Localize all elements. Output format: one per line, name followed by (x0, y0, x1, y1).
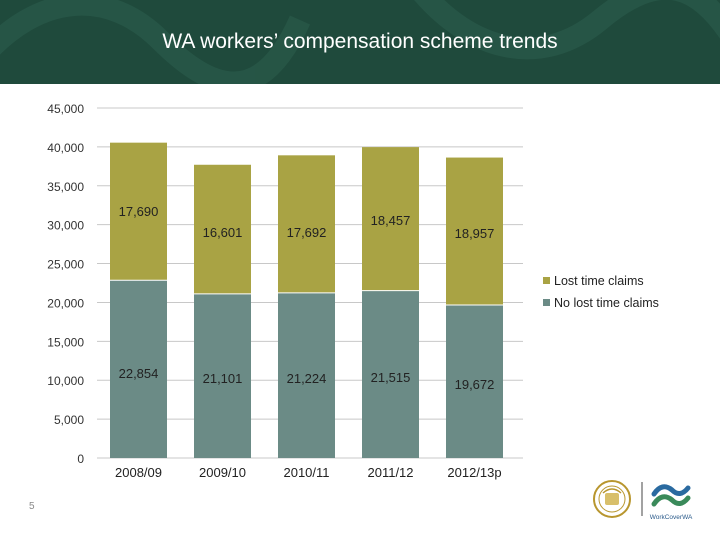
bar-no-lost-time (278, 292, 335, 458)
bar-lost-time (194, 164, 251, 294)
bar-no-lost-time (194, 293, 251, 458)
data-label-no-lost-time: 21,101 (203, 371, 243, 386)
stacked-bar-chart: 0 5,000 10,000 15,000 20,000 25,000 30,000 35,0… (47, 102, 659, 480)
data-label-no-lost-time: 22,854 (119, 366, 159, 381)
y-tick-label: 10,000 (47, 374, 84, 388)
workcover-logo-icon: WorkCoverWA (650, 484, 693, 521)
slide-header: WA workers’ compensation scheme trends (0, 0, 720, 84)
bar-lost-time (278, 155, 335, 293)
data-label-lost-time: 17,690 (119, 204, 159, 219)
data-label-no-lost-time: 21,224 (287, 371, 327, 386)
bar-lost-time (110, 142, 167, 281)
slide-title: WA workers’ compensation scheme trends (162, 30, 558, 53)
data-label-lost-time: 17,692 (287, 225, 327, 240)
y-tick-label: 15,000 (47, 335, 84, 349)
y-tick-label: 20,000 (47, 296, 84, 310)
bar-lost-time (446, 157, 503, 305)
legend-swatch (543, 299, 550, 306)
logos: WorkCoverWA (593, 480, 693, 521)
y-tick-label: 5,000 (54, 413, 84, 427)
government-crest-icon (593, 480, 631, 518)
data-label-no-lost-time: 21,515 (371, 370, 411, 385)
x-tick-label: 2008/09 (115, 465, 162, 480)
y-tick-label: 40,000 (47, 141, 84, 155)
y-tick-label: 35,000 (47, 180, 84, 194)
bar-no-lost-time (362, 290, 419, 458)
svg-text:WorkCoverWA: WorkCoverWA (650, 514, 693, 521)
bar-no-lost-time (110, 280, 167, 458)
x-tick-label: 2011/12 (367, 465, 413, 480)
bar-no-lost-time (446, 304, 503, 458)
x-tick-label: 2009/10 (199, 465, 246, 480)
legend-label: No lost time claims (554, 296, 659, 310)
x-tick-label: 2012/13p (447, 465, 501, 480)
data-label-lost-time: 16,601 (203, 225, 243, 240)
bar-lost-time (362, 147, 419, 291)
y-tick-label: 30,000 (47, 219, 84, 233)
legend-label: Lost time claims (554, 274, 644, 288)
swirl-decoration-icon (0, 0, 720, 84)
data-label-lost-time: 18,457 (371, 213, 411, 228)
y-tick-label: 0 (77, 452, 84, 466)
y-tick-label: 45,000 (47, 102, 84, 116)
data-label-lost-time: 18,957 (455, 226, 495, 241)
x-tick-label: 2010/11 (283, 465, 329, 480)
page-number: 5 (29, 501, 35, 512)
y-tick-label: 25,000 (47, 258, 84, 272)
data-label-no-lost-time: 19,672 (455, 377, 495, 392)
legend-swatch (543, 277, 550, 284)
